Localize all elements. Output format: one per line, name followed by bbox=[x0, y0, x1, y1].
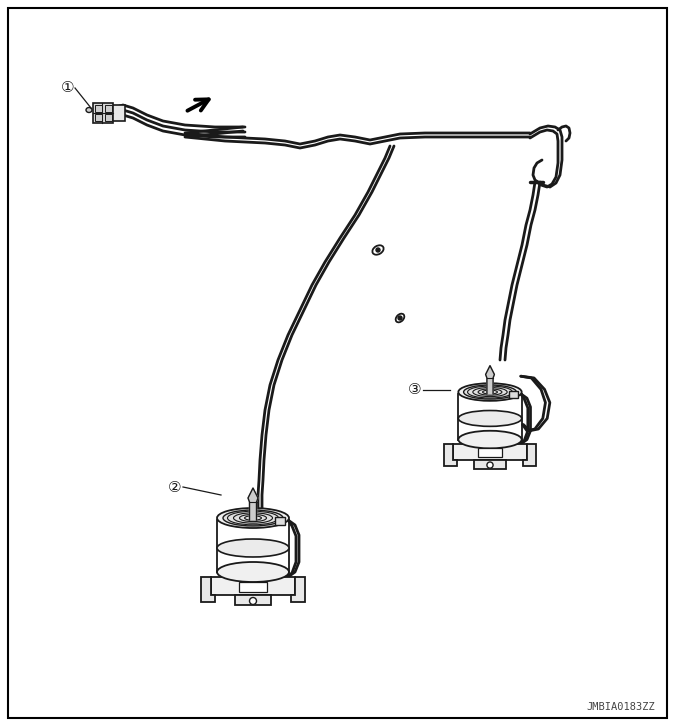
Circle shape bbox=[376, 248, 380, 252]
Bar bbox=[510, 391, 518, 398]
Ellipse shape bbox=[217, 562, 289, 582]
Polygon shape bbox=[474, 460, 506, 468]
Bar bbox=[275, 517, 285, 525]
Bar bbox=[93, 103, 113, 123]
Text: ③: ③ bbox=[408, 383, 422, 398]
Ellipse shape bbox=[458, 410, 522, 426]
Polygon shape bbox=[291, 577, 305, 602]
Bar bbox=[239, 582, 267, 592]
Polygon shape bbox=[248, 488, 258, 520]
Polygon shape bbox=[201, 577, 215, 602]
Ellipse shape bbox=[217, 539, 289, 557]
Text: JMBIA0183ZZ: JMBIA0183ZZ bbox=[587, 702, 655, 712]
Bar bbox=[95, 114, 102, 121]
Bar bbox=[453, 444, 527, 460]
Bar bbox=[95, 105, 102, 112]
Circle shape bbox=[398, 316, 402, 320]
Ellipse shape bbox=[86, 107, 92, 113]
Bar bbox=[105, 114, 112, 121]
Polygon shape bbox=[523, 444, 536, 466]
Ellipse shape bbox=[223, 510, 283, 526]
Bar bbox=[211, 577, 295, 595]
Bar bbox=[105, 105, 112, 112]
Circle shape bbox=[250, 597, 256, 605]
Polygon shape bbox=[485, 366, 494, 393]
Ellipse shape bbox=[458, 383, 522, 401]
Circle shape bbox=[487, 462, 493, 468]
Polygon shape bbox=[444, 444, 456, 466]
Ellipse shape bbox=[464, 385, 516, 399]
Text: ①: ① bbox=[61, 81, 75, 96]
Polygon shape bbox=[235, 595, 271, 605]
Ellipse shape bbox=[217, 508, 289, 528]
Text: ②: ② bbox=[168, 479, 182, 494]
Bar bbox=[478, 449, 502, 457]
Bar bbox=[103, 105, 125, 121]
Ellipse shape bbox=[458, 431, 522, 449]
